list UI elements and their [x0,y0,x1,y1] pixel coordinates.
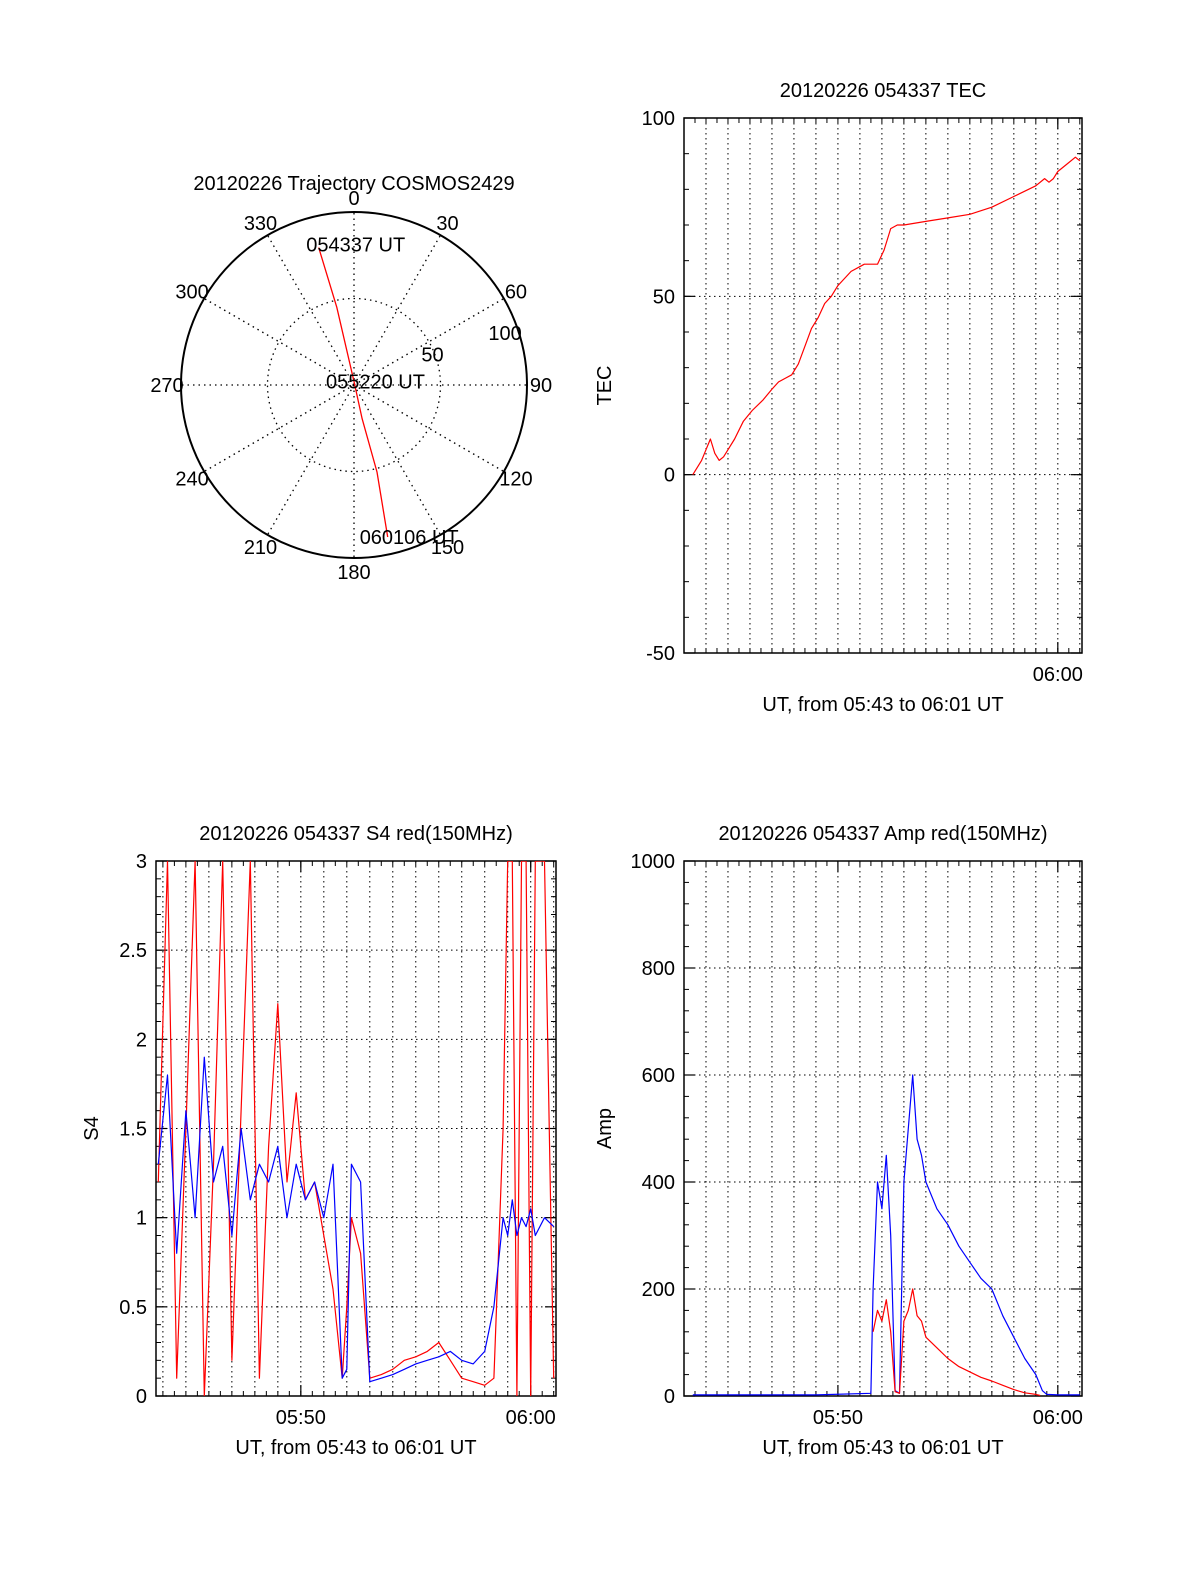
series-line-0 [157,861,555,1396]
y-tick-label: 400 [642,1172,675,1194]
y-tick-label: 3 [136,851,147,873]
polar-angle-label: 180 [337,562,370,584]
y-tick-label: 1000 [631,851,676,873]
polar-angle-label: 120 [499,469,532,491]
x-axis-label: UT, from 05:43 to 06:01 UT [762,1437,1003,1459]
polar-angle-label: 210 [244,537,277,559]
y-tick-label: 0 [664,1386,675,1408]
series-line-0 [692,1074,1080,1396]
y-tick-label: 0 [136,1386,147,1408]
series-line-1 [872,1288,1041,1396]
y-tick-label: 0.5 [119,1297,147,1319]
line-chart-2: 0 0.5 1 1.5 2 2.5 3 05:50 06:00 20120226 054337 S… [81,823,557,1459]
series-group [692,1074,1080,1396]
polar-angle-label: 150 [431,537,464,559]
plot-frame [683,860,1083,1397]
chart-title: 20120226 054337 S4 red(150MHz) [199,823,513,845]
polar-spoke [353,234,442,386]
polar-spoke [266,234,355,386]
polar-time-annotation: 055220 UT [326,372,425,394]
polar-angle-label: 300 [175,282,208,304]
x-tick-label: 05:50 [813,1407,863,1429]
y-tick-label: 1.5 [119,1119,147,1141]
polar-radial-label: 100 [488,323,521,345]
series-line-0 [692,156,1081,476]
y-axis-label: Amp [594,1108,616,1149]
plot-frame [683,117,1083,654]
polar-spoke [353,384,505,473]
y-tick-label: -50 [646,643,675,665]
series-line-1 [157,1056,555,1383]
y-axis-label: S4 [81,1116,103,1140]
polar-time-annotation: 060106 UT [360,527,459,549]
polar-angle-label: 60 [505,282,527,304]
polar-angle-label: 270 [150,375,183,397]
polar-angle-label: 330 [244,213,277,235]
polar-title: 20120226 Trajectory COSMOS2429 [193,173,514,195]
polar-angle-label: 90 [530,375,552,397]
series-group [157,861,555,1396]
polar-angle-label: 240 [175,469,208,491]
chart-title: 20120226 054337 Amp red(150MHz) [718,823,1047,845]
polar-angle-label: 30 [436,213,458,235]
x-axis-label: UT, from 05:43 to 06:01 UT [235,1437,476,1459]
y-tick-label: 800 [642,958,675,980]
polar-time-annotation: 054337 UT [306,235,405,257]
y-tick-label: 50 [653,286,675,308]
polar-outer-ring [180,211,528,559]
x-tick-label: 06:00 [506,1407,556,1429]
line-chart-1: -50 0 50 100 06:00 20120226 054337 TEC UT, fro… [594,80,1083,716]
y-tick-label: 2.5 [119,940,147,962]
x-tick-label: 06:00 [1033,664,1083,686]
x-tick-label: 06:00 [1033,1407,1083,1429]
y-tick-label: 100 [642,108,675,130]
polar-spoke [353,384,442,536]
x-tick-label: 05:50 [276,1407,326,1429]
x-axis-label: UT, from 05:43 to 06:01 UT [762,694,1003,716]
line-chart-3: 0 200 400 600 800 1000 05:50 06:00 20120226 0543… [594,823,1083,1459]
y-tick-label: 600 [642,1065,675,1087]
polar-angle-label: 0 [348,188,359,210]
polar-radial-label: 50 [421,344,443,366]
y-tick-label: 200 [642,1279,675,1301]
polar-spoke [353,297,505,386]
y-tick-label: 0 [664,465,675,487]
polar-spoke [203,384,355,473]
chart-title: 20120226 054337 TEC [780,80,986,102]
series-group [692,156,1081,476]
polar-inner-ring [266,297,442,473]
polar-trajectory-line [318,247,389,538]
y-axis-label: TEC [594,366,616,406]
y-tick-label: 1 [136,1208,147,1230]
y-tick-label: 2 [136,1029,147,1051]
polar-spoke [266,384,355,536]
polar-spoke [203,297,355,386]
